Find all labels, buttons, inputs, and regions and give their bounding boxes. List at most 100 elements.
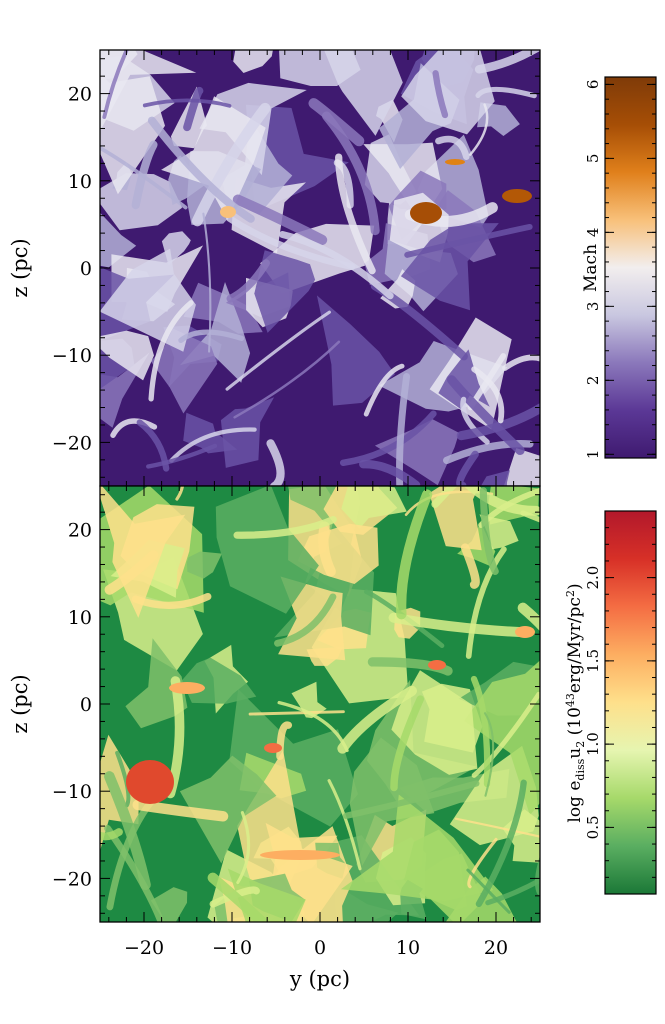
y-tick-label: 0 (80, 694, 92, 716)
y-tick-label: 0 (80, 258, 92, 280)
cb2-label-open: (10 (565, 707, 585, 741)
field-filament (359, 459, 421, 486)
field-patch (391, 670, 478, 775)
cb2-label-sub2: 2 (574, 741, 587, 748)
field-filament (276, 721, 293, 761)
field-filament (471, 366, 505, 424)
field-filament (479, 487, 499, 575)
top-ylabel: z (pc) (8, 238, 32, 297)
field-patch (150, 328, 218, 414)
field-filament (467, 837, 498, 889)
field-filament (191, 102, 271, 227)
x-tick-label: −10 (212, 937, 252, 959)
cb2-label-sup1: 43 (564, 693, 577, 707)
field-filament (363, 363, 405, 417)
field-filament (475, 779, 527, 908)
diss-map-features (100, 486, 540, 922)
y-tick-label: 20 (68, 84, 92, 106)
x-tick-label: 0 (314, 937, 326, 959)
mach-colorbar-label: Mach (581, 244, 601, 292)
field-filament (339, 410, 437, 467)
hot-spot (515, 626, 535, 638)
field-filament (470, 675, 491, 788)
field-patch (429, 486, 482, 551)
diss-panel: 20 10 0 −10 −20 −20 −10 0 10 20 (52, 485, 541, 959)
field-filament (142, 98, 232, 108)
field-filament (169, 427, 257, 463)
field-patch (279, 50, 361, 86)
field-patch (316, 295, 395, 406)
field-filament (342, 780, 480, 819)
field-patch (349, 737, 435, 866)
field-filament (447, 375, 525, 455)
field-filament (456, 450, 479, 486)
field-filament (100, 145, 188, 210)
y-tick-label: −10 (52, 345, 92, 367)
field-filament (225, 310, 331, 391)
field-filament (233, 516, 337, 539)
field-filament (388, 612, 532, 638)
diss-panel-ticks: 20 10 0 −10 −20 −20 −10 0 10 20 (52, 486, 540, 959)
field-filament (308, 98, 365, 147)
field-filament (404, 223, 533, 258)
field-filament (175, 486, 185, 501)
field-filament (335, 153, 376, 275)
cb2-label-close: ) (565, 583, 585, 590)
diss-colorbar-label: log edissu2 (1043erg/Myr/pc2) (564, 583, 587, 822)
field-filament (104, 825, 165, 922)
field-filament (236, 811, 251, 885)
field-filament (502, 354, 540, 371)
field-patch (374, 419, 460, 486)
field-filament (209, 886, 260, 908)
field-patch (233, 50, 273, 73)
field-filament (483, 712, 495, 797)
field-filament (233, 340, 341, 419)
field-patch (100, 330, 154, 381)
field-filament (202, 212, 212, 353)
field-patch (341, 486, 407, 529)
field-filament (534, 855, 540, 896)
x-tick-label: 20 (484, 937, 508, 959)
field-filament (364, 589, 445, 649)
field-filament (104, 550, 159, 595)
field-filament (322, 111, 380, 236)
x-tick-label: 10 (396, 937, 420, 959)
x-tick-label: −20 (124, 937, 164, 959)
y-tick-label: −20 (52, 868, 92, 890)
field-filament (390, 695, 425, 792)
field-patch (229, 689, 358, 827)
field-filament (132, 799, 229, 822)
field-patch (401, 50, 495, 135)
field-filament (443, 440, 534, 465)
field-filament (131, 140, 158, 210)
field-patch (479, 514, 519, 550)
hot-spot (264, 743, 282, 753)
hot-spot (410, 202, 442, 224)
diss-colorbar-frame (604, 510, 657, 895)
field-filament (454, 817, 540, 838)
field-filament (517, 602, 540, 632)
diss-colorbar: 0.51.01.52.0 log edissu2 (1043erg/Myr/pc… (564, 510, 657, 895)
field-filament (279, 231, 394, 300)
field-filament (104, 771, 151, 891)
field-patch (186, 551, 222, 579)
field-filament (432, 70, 449, 119)
cb-tick-label: 4 (584, 228, 602, 238)
field-filament (277, 700, 349, 753)
field-filament (431, 486, 458, 508)
hot-spot (445, 159, 465, 165)
field-patch (297, 523, 379, 584)
bottom-xlabel: y (pc) (289, 967, 350, 991)
field-filament (367, 657, 453, 676)
field-patch (477, 102, 520, 136)
field-filament (226, 259, 270, 303)
field-filament (148, 300, 194, 402)
field-filament (460, 543, 480, 589)
field-filament (474, 50, 540, 74)
field-patch (503, 448, 540, 486)
y-tick-label: 20 (68, 520, 92, 542)
field-filament (318, 521, 336, 577)
hot-spot (502, 189, 532, 203)
hot-spot (260, 850, 340, 860)
cb-tick-label: 0.5 (584, 815, 602, 839)
